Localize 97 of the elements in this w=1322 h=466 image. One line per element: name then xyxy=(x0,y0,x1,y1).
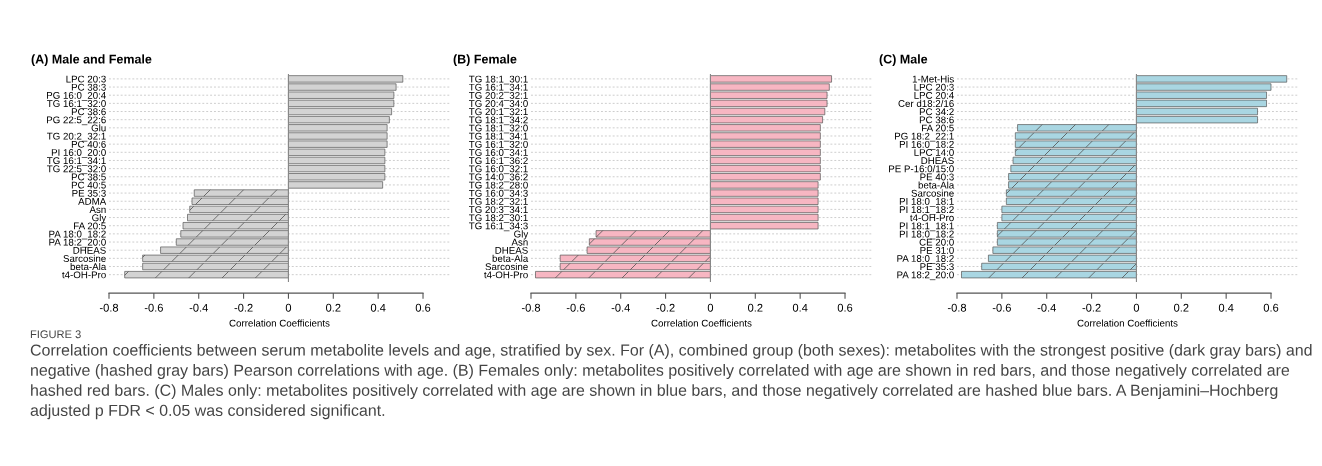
y-tick-label: PE 40:3 xyxy=(920,173,954,181)
x-tick-label: 0 xyxy=(707,303,714,312)
x-tick-label: -0.2 xyxy=(234,303,253,312)
y-tick-label: PC 38:5 xyxy=(71,173,106,181)
x-tick-label: 0 xyxy=(285,303,292,312)
x-tick-label: 0.2 xyxy=(326,303,341,312)
y-tick-label: DHEAS xyxy=(495,246,528,254)
y-tick-label: TG 16:1_34:1 xyxy=(46,157,106,166)
x-tick-label: -0.8 xyxy=(947,303,967,312)
y-tick-label: PE 35:3 xyxy=(920,263,954,271)
x-tick-label: -0.8 xyxy=(99,303,119,312)
y-tick-label: TG 18:1_34:1 xyxy=(468,132,528,142)
x-tick-label: 0.4 xyxy=(370,303,386,312)
chart-title: (C) Male xyxy=(879,54,928,66)
y-tick-label: TG 16:1_32:0 xyxy=(468,140,528,150)
x-tick-label: -0.4 xyxy=(1037,303,1056,312)
y-tick-label: TG 20:1_32:1 xyxy=(468,108,528,117)
y-tick-label: PG 18:2_22:1 xyxy=(895,132,954,142)
y-tick-label: PA 18:2_20:0 xyxy=(897,271,954,281)
y-tick-label: t4-OH-Pro xyxy=(62,271,106,279)
x-tick-label: -0.6 xyxy=(566,303,585,312)
y-tick-label: TG 16:0_34:3 xyxy=(468,189,528,199)
y-tick-label: LPC 20:3 xyxy=(914,83,954,91)
y-tick-label: LPC 14:0 xyxy=(914,149,954,156)
y-tick-label: 1-Met-His xyxy=(912,75,954,83)
y-tick-label: PC 38:6 xyxy=(919,116,954,124)
chart-title: (A) Male and Female xyxy=(31,54,152,66)
y-tick-label: LPC 20:3 xyxy=(66,75,106,83)
y-tick-label: TG 16:1_32:0 xyxy=(46,100,106,109)
y-tick-label: PC 40:5 xyxy=(71,181,106,189)
y-tick-label: Sarcosine xyxy=(911,189,954,197)
x-axis-title: Correlation Coefficients xyxy=(1077,319,1178,327)
y-tick-label: TG 20:2_32:1 xyxy=(46,132,106,142)
y-tick-label: PC 38:6 xyxy=(71,108,106,116)
caption: FIGURE 3 xyxy=(30,330,81,339)
y-tick-label: Asn xyxy=(89,206,106,214)
y-tick-label: PA 18:0_18:2 xyxy=(897,255,954,264)
y-tick-label: beta-Ala xyxy=(918,181,955,189)
y-tick-label: TG 20:4_34:0 xyxy=(468,100,528,109)
y-tick-label: DHEAS xyxy=(73,246,106,254)
y-tick-label: PE 31:0 xyxy=(920,246,954,254)
y-tick-label: FA 20:5 xyxy=(922,124,954,132)
y-tick-label: PI 18:0_18:1 xyxy=(899,197,954,207)
chart-title: (B) Female xyxy=(453,54,517,66)
y-tick-label: PA 18:2_20:0 xyxy=(49,238,106,248)
y-tick-label: PI 18:1_18:2 xyxy=(899,206,954,215)
y-tick-label: PG 16:0_20:4 xyxy=(47,91,106,101)
y-tick-label: Sarcosine xyxy=(63,254,106,262)
x-tick-label: -0.8 xyxy=(521,303,541,312)
y-tick-label: Gly xyxy=(92,214,107,224)
y-tick-label: TG 16:1_34:3 xyxy=(468,222,528,232)
x-axis-title: Correlation Coefficients xyxy=(229,319,330,327)
y-tick-label: PI 16:0_18:2 xyxy=(899,140,954,150)
y-tick-label: PI 16:0_20:0 xyxy=(51,149,106,158)
y-tick-label: t4-OH-Pro xyxy=(484,271,528,279)
y-tick-label: FA 20:5 xyxy=(74,222,106,230)
y-tick-label: TG 22:5_32:0 xyxy=(46,165,106,175)
y-tick-label: beta-Ala xyxy=(70,262,107,271)
y-tick-label: Sarcosine xyxy=(485,262,528,271)
y-tick-label: TG 16:0_34:1 xyxy=(468,149,528,158)
y-tick-label: Gly xyxy=(514,230,529,240)
x-tick-label: 0.4 xyxy=(1218,303,1234,312)
y-tick-label: PE P-16:0/15:0 xyxy=(889,165,954,173)
x-tick-label: 0 xyxy=(1133,303,1140,312)
x-tick-label: -0.4 xyxy=(189,303,208,312)
y-tick-label: LPC 20:4 xyxy=(914,91,954,99)
y-tick-label: ADMA xyxy=(78,198,107,205)
y-tick-label: beta-Ala xyxy=(492,254,529,262)
x-tick-label: -0.6 xyxy=(992,303,1011,312)
y-tick-label: TG 20:3_34:1 xyxy=(468,206,528,215)
y-tick-label: PE 35:3 xyxy=(72,189,106,197)
x-tick-label: 0.6 xyxy=(837,303,853,312)
x-tick-label: -0.2 xyxy=(1082,303,1101,312)
x-tick-label: -0.4 xyxy=(611,303,630,312)
y-tick-label: PC 34:2 xyxy=(919,108,954,116)
x-tick-label: 0.2 xyxy=(1174,303,1189,312)
x-tick-label: -0.2 xyxy=(656,303,675,312)
x-tick-label: 0.2 xyxy=(748,303,763,312)
y-tick-label: Asn xyxy=(511,238,528,246)
y-tick-label: PI 18:0_18:2 xyxy=(899,230,954,240)
x-tick-label: -0.6 xyxy=(144,303,163,312)
y-tick-label: TG 16:1_34:1 xyxy=(468,83,528,93)
text: Correlation coefficients between serum metabolite levels and age, stratified by sex. For (A), combined group (both sexes): metabolites with the strongest positive (dark gray bars) and negative (hashed gray bars) Pearson correlations with age. (B) Females only: metabolites positively correlated with age are shown in red bars, and those negatively correlated are hashed red bars. (C) Males only: metabolites positively correlated with age are shown in blue bars, and those negatively correlated are hashed blue bars. A Benjamini–Hochberg adjusted p FDR < 0.05 was considered significant. xyxy=(30,344,1312,420)
y-tick-label: TG 16:1_36:2 xyxy=(468,157,528,166)
y-tick-label: TG 20:2_32:1 xyxy=(468,91,528,101)
y-tick-label: PC 40:6 xyxy=(71,140,106,148)
x-axis-title: Correlation Coefficients xyxy=(651,319,752,327)
x-tick-label: 0.6 xyxy=(415,303,431,312)
y-tick-label: t4-OH-Pro xyxy=(910,214,954,222)
y-tick-label: TG 18:2_32:1 xyxy=(468,197,528,207)
y-tick-label: Glu xyxy=(91,124,106,132)
y-tick-label: PG 22:5_22:6 xyxy=(47,116,106,126)
x-tick-label: 0.6 xyxy=(1263,303,1279,312)
x-tick-label: 0.4 xyxy=(792,303,808,312)
y-tick-label: PC 38:3 xyxy=(71,83,106,91)
y-tick-label: DHEAS xyxy=(921,157,954,165)
y-tick-label: Cer d18:2/16 xyxy=(898,99,954,107)
